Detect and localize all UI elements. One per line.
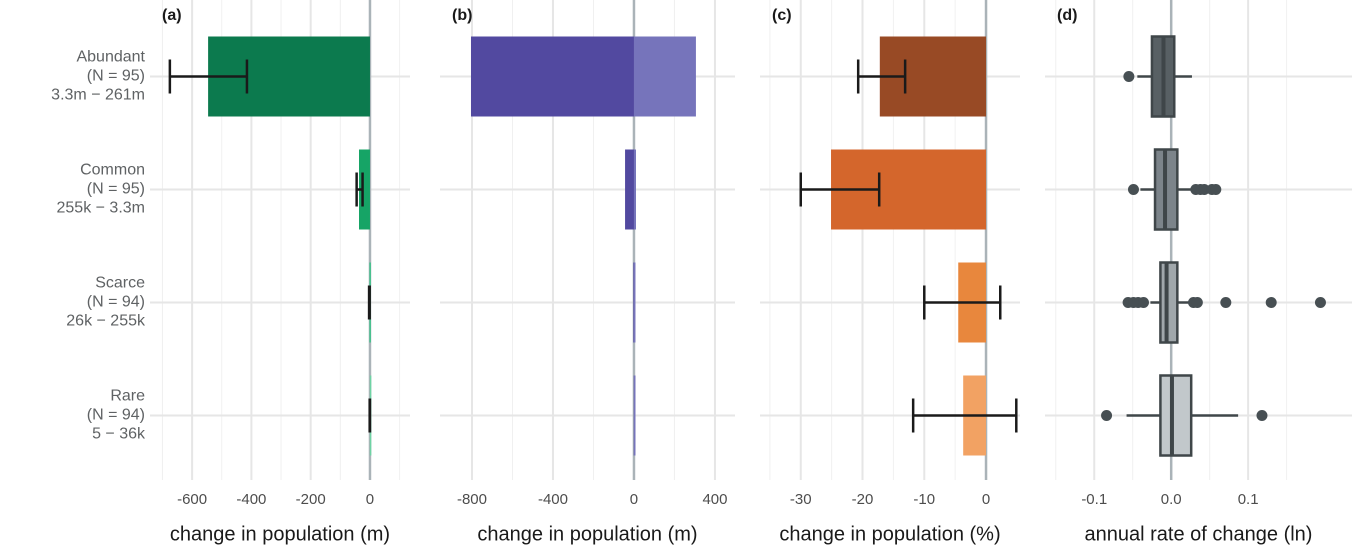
category-line: (N = 95) xyxy=(87,68,145,85)
x-tick-label: 0.0 xyxy=(1161,491,1182,508)
category-line: 3.3m − 261m xyxy=(51,87,145,104)
error-bar xyxy=(367,285,371,320)
category-line: 5 − 36k xyxy=(92,426,146,443)
category-line: Abundant xyxy=(76,49,145,66)
outlier xyxy=(1256,410,1268,421)
x-tick-label: -30 xyxy=(790,491,812,508)
error-bar xyxy=(799,172,881,207)
error-bar xyxy=(923,285,1002,320)
x-axis-title: change in population (m) xyxy=(170,523,390,545)
x-tick-label: -200 xyxy=(296,491,326,508)
error-bar xyxy=(856,59,907,94)
category-label: Abundant (N = 95) 3.3m − 261m xyxy=(51,49,145,104)
outlier xyxy=(1265,297,1277,308)
panel-label: (c) xyxy=(772,7,792,24)
x-tick-label: 0 xyxy=(366,491,374,508)
bar xyxy=(470,36,634,117)
panel-label: (a) xyxy=(162,7,182,24)
outlier xyxy=(1101,410,1113,421)
x-axis-title: change in population (%) xyxy=(779,523,1000,545)
bar xyxy=(633,262,636,343)
bar xyxy=(625,149,634,230)
x-tick-label: 0 xyxy=(630,491,638,508)
category-label: Scarce (N = 94) 26k − 255k xyxy=(66,275,146,330)
category-line: (N = 95) xyxy=(87,181,145,198)
x-tick-label: -400 xyxy=(236,491,266,508)
error-bar xyxy=(168,59,249,94)
outlier xyxy=(1123,71,1135,82)
outlier xyxy=(1220,297,1232,308)
x-tick-label: -0.1 xyxy=(1081,491,1107,508)
bar xyxy=(359,149,370,230)
box xyxy=(1159,261,1179,344)
x-tick-label: 400 xyxy=(702,491,727,508)
x-tick-label: -800 xyxy=(457,491,487,508)
outlier xyxy=(1210,184,1222,195)
category-line: 26k − 255k xyxy=(66,313,146,330)
x-tick-label: -10 xyxy=(913,491,935,508)
category-line: Scarce xyxy=(95,275,145,292)
panel-label: (b) xyxy=(452,7,472,24)
category-line: (N = 94) xyxy=(87,407,145,424)
bar xyxy=(633,36,696,117)
panel-label: (d) xyxy=(1057,7,1077,24)
x-tick-label: 0 xyxy=(982,491,990,508)
error-bar xyxy=(911,398,1018,433)
x-axis-title: change in population (m) xyxy=(477,523,697,545)
outlier xyxy=(1198,184,1210,195)
category-line: 255k − 3.3m xyxy=(57,200,146,217)
category-line: Rare xyxy=(110,388,145,405)
outlier xyxy=(1127,184,1139,195)
category-line: (N = 94) xyxy=(87,294,145,311)
x-tick-label: 0.1 xyxy=(1238,491,1259,508)
box xyxy=(1159,374,1193,457)
x-tick-label: -400 xyxy=(538,491,568,508)
x-axis-title: annual rate of change (ln) xyxy=(1085,523,1313,545)
category-label: Rare (N = 94) 5 − 36k xyxy=(87,388,146,443)
error-bar xyxy=(355,172,364,207)
x-tick-label: -600 xyxy=(177,491,207,508)
outlier xyxy=(1314,297,1326,308)
category-line: Common xyxy=(80,162,145,179)
category-label: Common (N = 95) 255k − 3.3m xyxy=(57,162,146,217)
x-tick-label: -20 xyxy=(852,491,874,508)
bar xyxy=(633,149,636,230)
outlier xyxy=(1191,297,1203,308)
bar xyxy=(633,375,636,456)
outlier xyxy=(1137,297,1149,308)
